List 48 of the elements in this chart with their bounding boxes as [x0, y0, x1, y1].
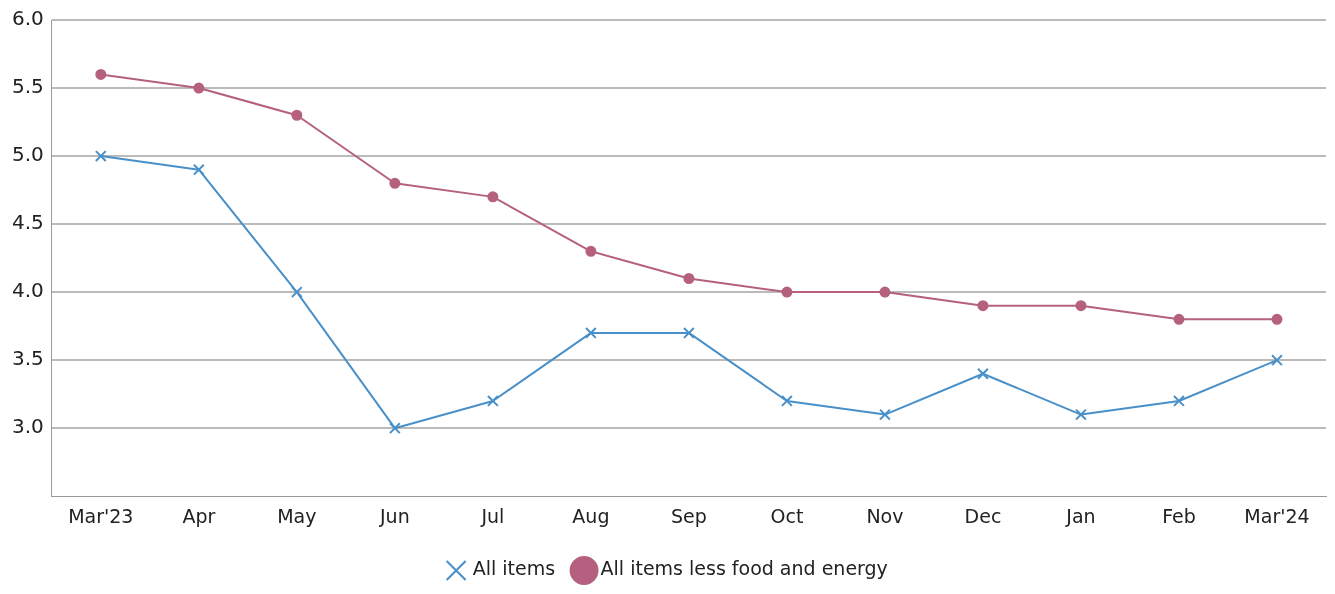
point	[95, 68, 107, 80]
point	[878, 408, 891, 421]
x-tick-label: Apr	[182, 504, 216, 527]
point	[879, 286, 891, 298]
x-tick-label: Jan	[1065, 504, 1096, 527]
point	[1271, 354, 1283, 367]
y-tick-label: 6.0	[11, 6, 44, 31]
x-tick-label: Jul	[480, 504, 505, 527]
x-tick-label: Oct	[770, 504, 804, 527]
y-tick-label: 5.0	[11, 142, 44, 167]
point	[388, 422, 401, 435]
point	[1271, 313, 1283, 325]
x-tick-label: Feb	[1162, 504, 1196, 527]
point	[780, 395, 793, 407]
y-tick-label: 3.0	[11, 414, 44, 439]
point	[487, 191, 499, 203]
point	[192, 163, 205, 176]
x-tick-label: Nov	[866, 504, 904, 527]
point	[1075, 408, 1087, 421]
point	[781, 286, 793, 298]
x-tick-label: May	[277, 504, 317, 527]
point	[193, 82, 205, 94]
y-tick-label: 3.5	[11, 346, 44, 371]
point	[486, 395, 499, 407]
point	[977, 300, 989, 312]
point	[1173, 313, 1185, 325]
point	[94, 150, 107, 163]
point	[682, 326, 695, 339]
x-tick-label: Aug	[572, 504, 610, 527]
x-tick-label: Dec	[964, 504, 1002, 527]
point	[683, 273, 695, 285]
point	[585, 245, 597, 257]
y-tick-label: 4.0	[11, 278, 44, 303]
x-tick-label: Sep	[671, 504, 707, 527]
point	[977, 367, 989, 380]
point	[1075, 300, 1087, 312]
point	[584, 326, 597, 339]
point	[290, 286, 303, 299]
point	[1173, 395, 1185, 407]
point	[291, 109, 303, 121]
y-tick-label: 4.5	[11, 210, 44, 235]
x-tick-label: Mar'23	[68, 504, 134, 527]
legend-label: All items	[472, 557, 556, 580]
y-tick-label: 5.5	[11, 74, 44, 99]
point	[389, 177, 401, 189]
x-tick-label: Mar'24	[1244, 504, 1310, 527]
legend-label: All items less food and energy	[600, 557, 888, 580]
x-tick-label: Jun	[379, 504, 410, 527]
